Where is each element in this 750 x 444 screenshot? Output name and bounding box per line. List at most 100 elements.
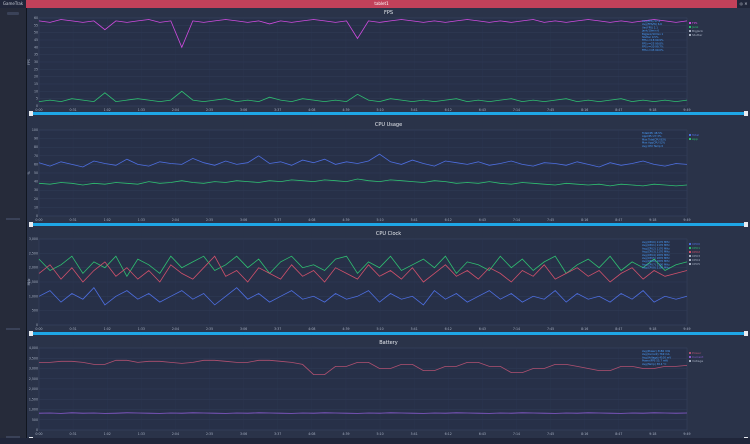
- legend-entry: Avg(CPU1) 1170 MHz: [642, 243, 670, 247]
- legend-entry: Stutter 0.5%: [642, 35, 659, 39]
- legend-swatch: [689, 243, 691, 245]
- x-tick-label: 1:02: [104, 108, 111, 112]
- y-tick-label: 2,000: [29, 266, 38, 270]
- y-tick-label: 60: [34, 16, 38, 20]
- legend-entry: Power/FPS 55.7 mW: [642, 359, 668, 363]
- side-legend-entry: App: [692, 137, 698, 141]
- legend-swatch: [689, 30, 691, 32]
- x-tick-label: 7:14: [513, 218, 520, 222]
- y-tick-label: 20: [34, 75, 38, 79]
- x-tick-label: 0:00: [35, 108, 42, 112]
- tab-tablet1[interactable]: tablet1: [26, 0, 737, 8]
- charts-area: FPS 60 55 50 45 40 35 30 25 20 15 10 5 0 FPS 0:00 0:31 1…: [27, 8, 750, 444]
- x-tick-label: 1:02: [104, 327, 111, 331]
- legend-entry: Avg(CPU7) 2100 MHz: [642, 262, 670, 266]
- sidebar-marker[interactable]: [6, 328, 20, 330]
- sidebar-marker[interactable]: [6, 218, 20, 220]
- x-tick-label: 7:45: [547, 327, 554, 331]
- x-tick-label: 5:10: [376, 108, 383, 112]
- side-legend-entry: CPU2: [692, 250, 700, 254]
- battery-chart: 4,0003,5003,0002,5002,0001,5001,00050000…: [29, 346, 704, 436]
- legend-swatch: [689, 34, 691, 36]
- x-tick-label: 9:18: [649, 327, 656, 331]
- y-tick-label: 1,500: [29, 280, 38, 284]
- x-tick-label: 0:31: [70, 432, 77, 436]
- legend-entry: Avg(CPU2) 1170 MHz: [642, 246, 670, 250]
- cpu-clock-time-scrubber[interactable]: [29, 331, 748, 336]
- x-tick-label: 0:31: [70, 327, 77, 331]
- legend-swatch: [689, 138, 691, 140]
- y-tick-label: 3,000: [29, 367, 38, 371]
- y-tick-label: 25: [34, 67, 38, 71]
- window-controls[interactable]: ◎ ✕: [737, 0, 750, 8]
- x-tick-label: 2:04: [172, 327, 179, 331]
- x-tick-label: 4:08: [308, 108, 315, 112]
- cpu-usage-time-scrubber[interactable]: [29, 222, 748, 227]
- y-tick-label: 1,000: [29, 294, 38, 298]
- scrubber-right-handle[interactable]: [744, 331, 748, 336]
- legend-entry: BigJank/10min 1: [642, 32, 664, 36]
- x-tick-label: 8:16: [581, 218, 588, 222]
- legend-entry: Avg(Voltage) 4100 mV: [642, 355, 671, 359]
- y-tick-label: 50: [34, 171, 38, 175]
- legend-entry: AppCPU 27.3%: [642, 134, 662, 138]
- x-tick-label: 6:43: [479, 108, 486, 112]
- x-tick-label: 0:00: [35, 218, 42, 222]
- x-tick-label: 1:33: [138, 432, 145, 436]
- y-tick-label: 0: [36, 428, 38, 432]
- side-legend-entry: CPU0: [692, 242, 700, 246]
- series-line-jank: [38, 90, 688, 103]
- x-tick-label: 5:41: [411, 218, 418, 222]
- x-tick-label: 5:10: [376, 327, 383, 331]
- sidebar-marker[interactable]: [6, 436, 20, 438]
- x-tick-label: 1:02: [104, 218, 111, 222]
- y-axis-label: %: [27, 171, 31, 174]
- y-tick-label: 40: [34, 180, 38, 184]
- legend-swatch: [689, 255, 691, 257]
- cpu-clock-panel: CPU Clock 3,000 2,500 2,000 1,500 1,000 500 0 M…: [27, 229, 750, 338]
- x-tick-label: 8:47: [615, 327, 622, 331]
- legend-swatch: [689, 259, 691, 261]
- fps-time-scrubber[interactable]: [29, 111, 748, 116]
- x-tick-label: 2:35: [206, 327, 213, 331]
- y-tick-label: 5: [36, 97, 38, 101]
- legend-entry: Avg(Temp) 38.4 °C: [642, 362, 666, 366]
- x-tick-label: 8:47: [615, 432, 622, 436]
- x-tick-label: 3:06: [240, 218, 247, 222]
- y-tick-label: 90: [34, 137, 38, 141]
- scrubber-left-handle[interactable]: [29, 331, 33, 336]
- side-legend-entry: CPU4: [692, 258, 700, 262]
- y-tick-label: 2,500: [29, 251, 38, 255]
- x-tick-label: 9:18: [649, 108, 656, 112]
- fps-panel: FPS 60 55 50 45 40 35 30 25 20 15 10 5 0 FPS 0:00 0:31 1…: [27, 8, 750, 120]
- x-tick-label: 6:43: [479, 432, 486, 436]
- x-tick-label: 5:10: [376, 432, 383, 436]
- scrubber-right-handle[interactable]: [744, 111, 748, 116]
- y-tick-label: 30: [34, 60, 38, 64]
- x-tick-label: 4:39: [342, 432, 349, 436]
- x-tick-label: 3:37: [274, 327, 281, 331]
- y-tick-label: 35: [34, 53, 38, 57]
- scrubber-right-handle[interactable]: [744, 222, 748, 227]
- x-tick-label: 7:45: [547, 108, 554, 112]
- x-tick-label: 3:37: [274, 432, 281, 436]
- x-tick-label: 7:14: [513, 327, 520, 331]
- x-tick-label: 7:45: [547, 432, 554, 436]
- legend-entry: Avg(CPU5) 1870 MHz: [642, 256, 670, 260]
- legend-entry: Max TotalCPU 83%: [642, 137, 667, 141]
- scrubber-left-handle[interactable]: [29, 111, 33, 116]
- scrubber-left-handle[interactable]: [29, 222, 33, 227]
- chart-title: Battery: [379, 340, 398, 346]
- sidebar-scroll-handle[interactable]: [7, 12, 19, 15]
- legend-entry: FPS>=18 99.9%: [642, 38, 664, 42]
- legend-swatch: [689, 26, 691, 28]
- legend-entry: Avg(CPU6) 1870 MHz: [642, 259, 670, 263]
- cpu-clock-chart: 3,000 2,500 2,000 1,500 1,000 500 0 MHz 0:00 0:31…: [27, 237, 700, 331]
- y-tick-label: 500: [32, 418, 38, 422]
- series-line-cpu0: [38, 287, 688, 306]
- x-tick-label: 3:06: [240, 327, 247, 331]
- y-tick-label: 30: [34, 188, 38, 192]
- x-tick-label: 4:08: [308, 327, 315, 331]
- series-line-total: [38, 153, 688, 168]
